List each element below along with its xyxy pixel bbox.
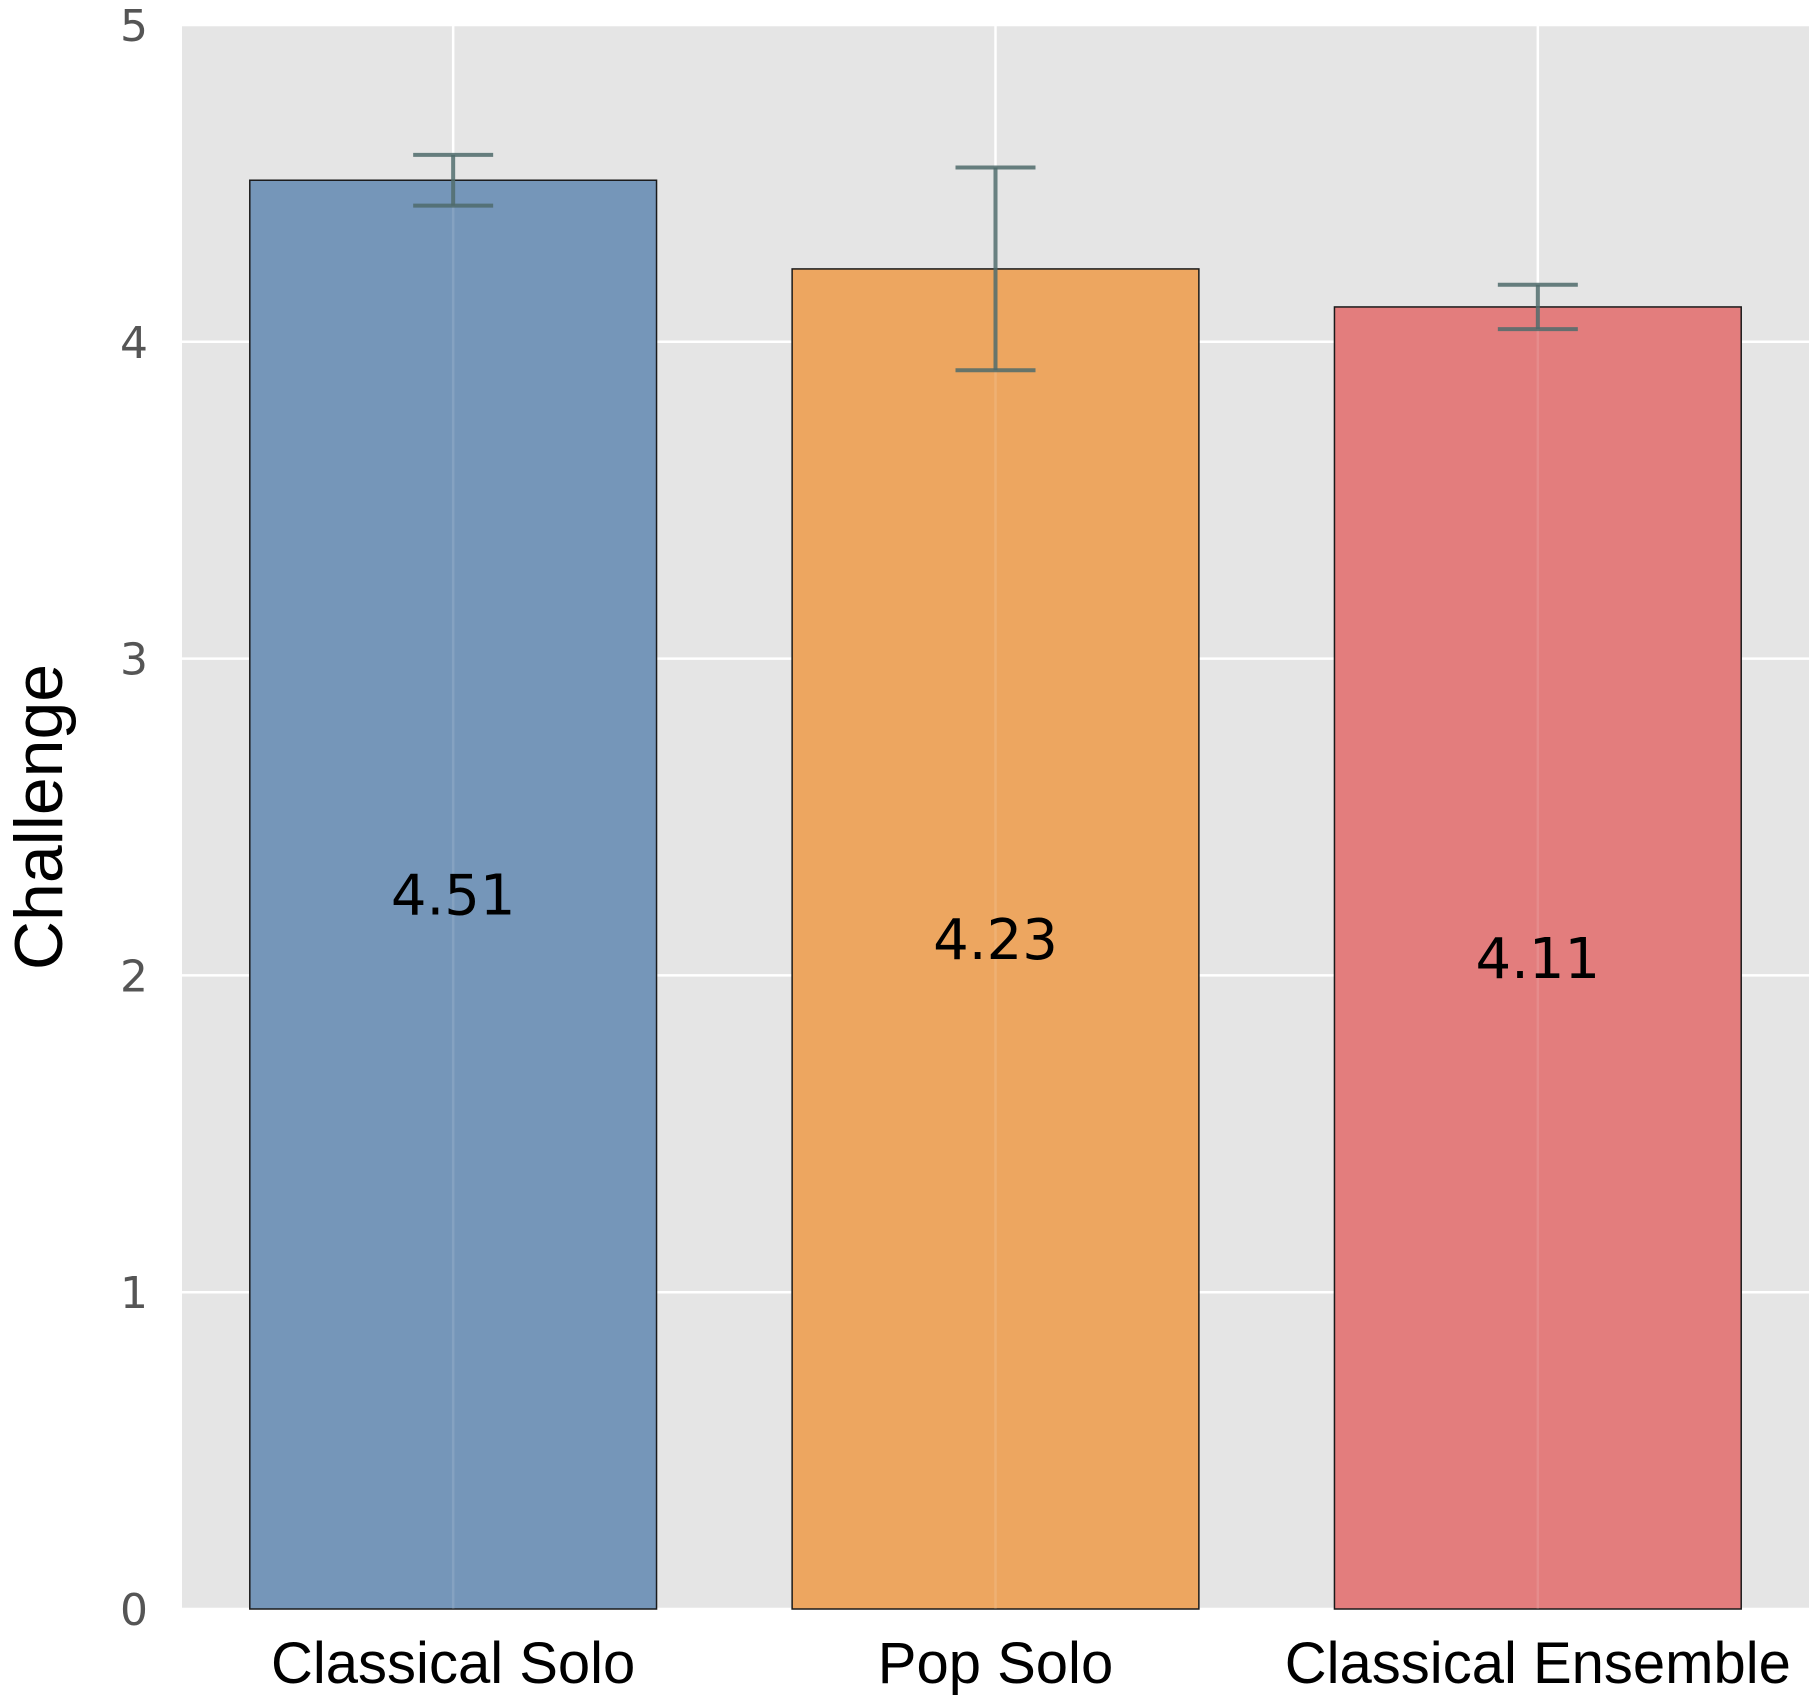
bar-value-label: 4.11 bbox=[1475, 927, 1600, 992]
bar-value-label: 4.23 bbox=[933, 908, 1058, 973]
y-tick-label: 4 bbox=[120, 318, 148, 369]
y-tick-label: 1 bbox=[120, 1268, 148, 1319]
y-axis-title: Challenge bbox=[1, 664, 77, 970]
x-tick-labels: Classical Solo Pop Solo Classical Ensemble bbox=[271, 1631, 1791, 1696]
y-tick-label: 3 bbox=[120, 635, 148, 686]
value-labels: 4.51 4.23 4.11 bbox=[391, 864, 1600, 992]
x-tick-label: Classical Ensemble bbox=[1285, 1631, 1791, 1696]
x-tick-label: Classical Solo bbox=[271, 1631, 635, 1696]
bar-value-label: 4.51 bbox=[391, 864, 516, 929]
y-tick-label: 5 bbox=[120, 1, 148, 52]
bars bbox=[249, 179, 1742, 1610]
x-tick-label: Pop Solo bbox=[878, 1631, 1113, 1696]
error-bars bbox=[413, 152, 1578, 373]
bar-pop-solo bbox=[791, 268, 1200, 1610]
y-tick-label: 0 bbox=[120, 1585, 148, 1636]
bar-classical-solo bbox=[249, 179, 658, 1610]
y-tick-label: 2 bbox=[120, 951, 148, 1002]
y-tick-labels: 0 1 2 3 4 5 bbox=[120, 1, 148, 1636]
